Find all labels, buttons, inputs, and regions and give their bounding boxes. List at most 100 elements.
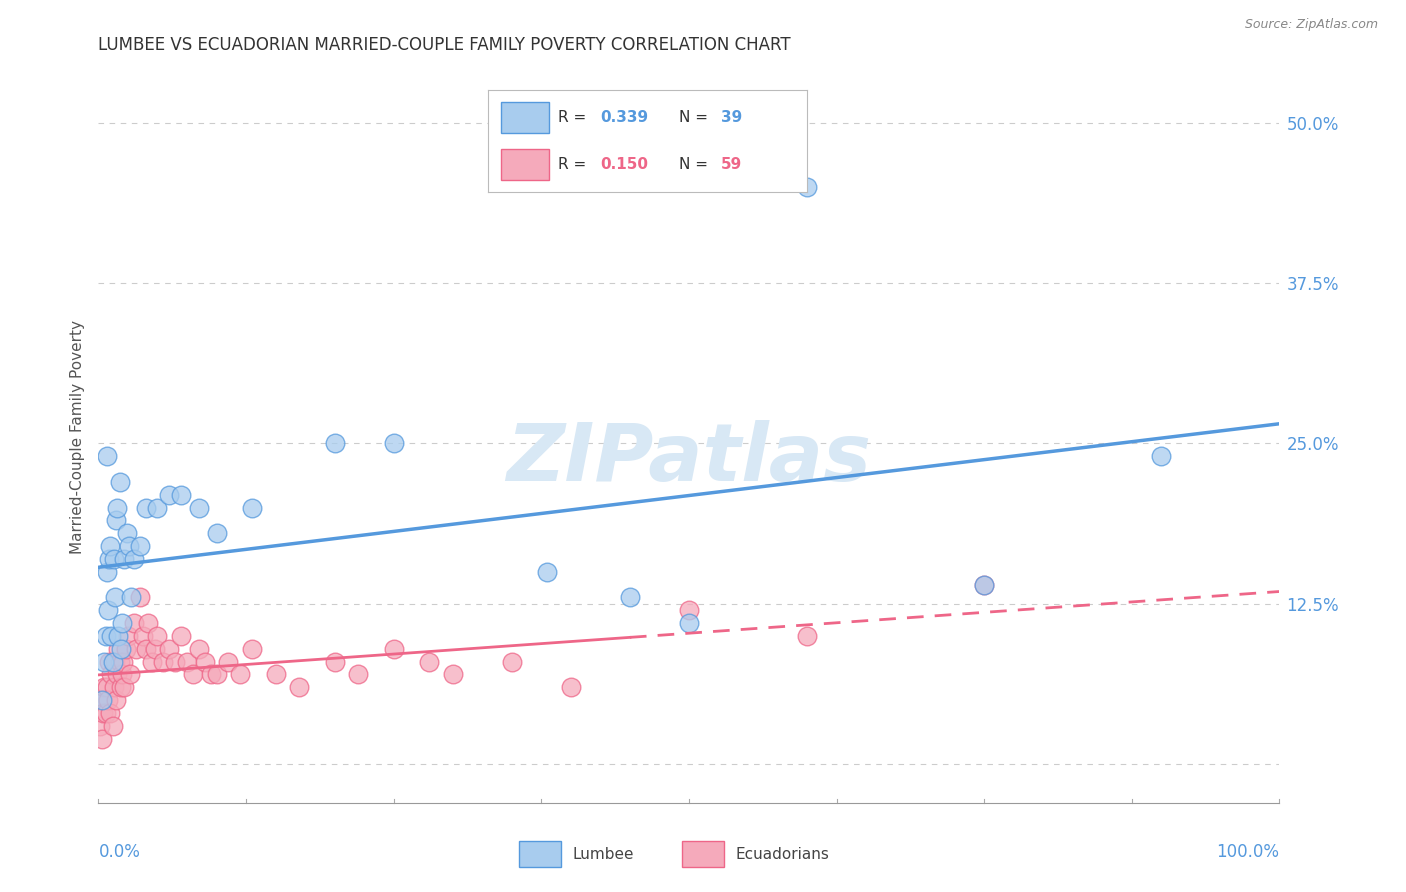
Point (347, 667, 370, 681)
Text: 100.0%: 100.0% (1216, 843, 1279, 861)
Point (112, 552, 135, 566)
Point (135, 500, 157, 515)
Point (105, 514, 128, 528)
Point (122, 616, 145, 631)
Point (111, 616, 134, 631)
Point (112, 681, 135, 695)
Point (382, 641, 405, 656)
Point (93, 655, 115, 669)
Point (441, 667, 464, 681)
Y-axis label: Married-Couple Family Poverty: Married-Couple Family Poverty (70, 320, 86, 554)
Text: 0.0%: 0.0% (98, 843, 141, 861)
Point (112, 655, 135, 669)
Point (110, 641, 132, 656)
Point (1150, 450, 1173, 464)
Point (152, 655, 174, 669)
Point (91, 731, 114, 746)
Point (678, 616, 700, 631)
Point (165, 655, 187, 669)
Point (103, 681, 125, 695)
Point (323, 655, 346, 669)
Point (796, 629, 818, 643)
Point (973, 577, 995, 591)
Point (200, 667, 222, 681)
Point (97, 603, 120, 617)
Point (101, 719, 124, 733)
Point (122, 552, 145, 566)
Point (132, 629, 155, 643)
Point (98, 706, 121, 720)
Point (96, 565, 118, 579)
Text: ZIPatlas: ZIPatlas (506, 420, 872, 498)
Point (117, 629, 139, 643)
Point (264, 667, 287, 681)
Point (94, 629, 117, 643)
Point (128, 539, 150, 553)
Point (240, 500, 263, 515)
Point (101, 655, 124, 669)
Text: Source: ZipAtlas.com: Source: ZipAtlas.com (1244, 18, 1378, 31)
Point (98, 655, 121, 669)
Point (187, 641, 209, 656)
Point (114, 641, 136, 656)
Point (104, 591, 127, 605)
Point (146, 500, 169, 515)
Point (323, 436, 346, 450)
Point (128, 591, 150, 605)
Point (90, 693, 112, 707)
Point (104, 655, 127, 669)
Point (100, 667, 122, 681)
Point (111, 667, 134, 681)
Point (194, 655, 217, 669)
Point (100, 629, 122, 643)
Point (973, 577, 995, 591)
Point (91, 693, 114, 707)
Point (97, 693, 120, 707)
Point (146, 629, 169, 643)
Point (382, 436, 405, 450)
Point (125, 641, 148, 656)
Point (105, 693, 128, 707)
Point (229, 667, 252, 681)
Point (796, 179, 818, 194)
Point (536, 565, 558, 579)
Point (560, 681, 582, 695)
Point (110, 681, 132, 695)
Point (141, 655, 163, 669)
Point (96, 450, 118, 464)
Point (98, 552, 121, 566)
Point (170, 629, 193, 643)
Point (91, 706, 114, 720)
Point (170, 488, 193, 502)
Point (678, 603, 700, 617)
Point (135, 641, 157, 656)
Point (619, 591, 641, 605)
Point (120, 667, 142, 681)
Point (108, 475, 131, 489)
Point (96, 681, 118, 695)
Point (121, 591, 143, 605)
Point (136, 616, 159, 631)
Point (501, 655, 523, 669)
Point (157, 488, 180, 502)
Text: LUMBEE VS ECUADORIAN MARRIED-COUPLE FAMILY POVERTY CORRELATION CHART: LUMBEE VS ECUADORIAN MARRIED-COUPLE FAMI… (98, 36, 792, 54)
Point (205, 526, 228, 541)
Point (105, 500, 128, 515)
Point (288, 681, 311, 695)
Point (107, 641, 129, 656)
Point (187, 500, 209, 515)
Point (176, 655, 198, 669)
Point (181, 667, 204, 681)
Point (103, 552, 125, 566)
Point (108, 655, 131, 669)
Point (157, 641, 180, 656)
Point (105, 667, 128, 681)
Point (143, 641, 166, 656)
Point (118, 539, 141, 553)
Point (107, 629, 129, 643)
Point (217, 655, 239, 669)
Point (93, 681, 115, 695)
Point (205, 667, 228, 681)
Point (89, 719, 111, 733)
Point (94, 706, 117, 720)
